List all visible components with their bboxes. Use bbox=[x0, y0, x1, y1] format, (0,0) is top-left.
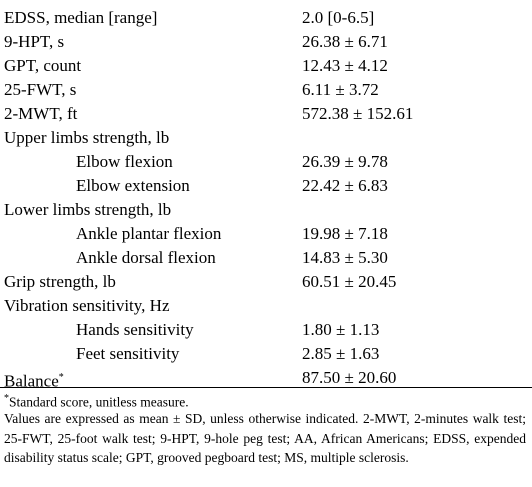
row-value: 87.50 ± 20.60 bbox=[302, 368, 397, 387]
row-label: 2-MWT, ft bbox=[4, 102, 77, 126]
label-text: Vibration sensitivity, Hz bbox=[4, 296, 170, 315]
label-text: 2-MWT, ft bbox=[4, 104, 78, 123]
label-text: Ankle dorsal flexion bbox=[76, 248, 216, 267]
label-text: EDSS, median [range] bbox=[4, 8, 158, 27]
row-value: 12.43 ± 4.12 bbox=[302, 56, 388, 75]
row-value: 6.11 ± 3.72 bbox=[302, 80, 379, 99]
row-value: 26.39 ± 9.78 bbox=[302, 152, 388, 171]
row-label: 25-FWT, s bbox=[4, 78, 76, 102]
row-label: Grip strength, lb bbox=[4, 270, 116, 294]
table-rule bbox=[0, 387, 532, 388]
row-label: Elbow extension bbox=[76, 174, 190, 198]
row-label: Ankle plantar flexion bbox=[76, 222, 221, 246]
label-text: Grip strength, lb bbox=[4, 272, 116, 291]
note-marker: * bbox=[58, 372, 64, 383]
row-value: 19.98 ± 7.18 bbox=[302, 224, 388, 243]
row-value: 2.0 [0-6.5] bbox=[302, 8, 375, 27]
row-label: Upper limbs strength, lb bbox=[4, 126, 169, 150]
row-value: 14.83 ± 5.30 bbox=[302, 248, 388, 267]
row-label: Ankle dorsal flexion bbox=[76, 246, 216, 270]
row-label: 9-HPT, s bbox=[4, 30, 64, 54]
row-value: 60.51 ± 20.45 bbox=[302, 272, 397, 291]
row-value: 1.80 ± 1.13 bbox=[302, 320, 380, 339]
row-label: Lower limbs strength, lb bbox=[4, 198, 171, 222]
footnote-marker: * bbox=[4, 393, 9, 404]
abbreviations: Values are expressed as mean ± SD, unles… bbox=[4, 411, 526, 465]
row-label: Feet sensitivity bbox=[76, 342, 179, 366]
label-text: 9-HPT, s bbox=[4, 32, 65, 51]
footnote: *Standard score, unitless measure. bbox=[4, 389, 526, 412]
label-text: Hands sensitivity bbox=[76, 320, 194, 339]
row-label: Hands sensitivity bbox=[76, 318, 194, 342]
row-value: 22.42 ± 6.83 bbox=[302, 176, 388, 195]
label-text: GPT, count bbox=[4, 56, 82, 75]
row-label: Elbow flexion bbox=[76, 150, 173, 174]
row-value: 572.38 ± 152.61 bbox=[302, 104, 414, 123]
label-text: Elbow flexion bbox=[76, 152, 173, 171]
footnote-text: Standard score, unitless measure. bbox=[9, 394, 189, 410]
row-value: 26.38 ± 6.71 bbox=[302, 32, 388, 51]
row-label: EDSS, median [range] bbox=[4, 6, 157, 30]
label-text: Elbow extension bbox=[76, 176, 190, 195]
row-label: Balance* bbox=[4, 366, 64, 394]
row-label: GPT, count bbox=[4, 54, 81, 78]
row-label: Vibration sensitivity, Hz bbox=[4, 294, 170, 318]
label-text: Upper limbs strength, lb bbox=[4, 128, 170, 147]
label-text: Balance bbox=[4, 371, 59, 391]
label-text: 25-FWT, s bbox=[4, 80, 77, 99]
label-text: Feet sensitivity bbox=[76, 344, 180, 363]
label-text: Lower limbs strength, lb bbox=[4, 200, 172, 219]
label-text: Ankle plantar flexion bbox=[76, 224, 222, 243]
row-value: 2.85 ± 1.63 bbox=[302, 344, 380, 363]
